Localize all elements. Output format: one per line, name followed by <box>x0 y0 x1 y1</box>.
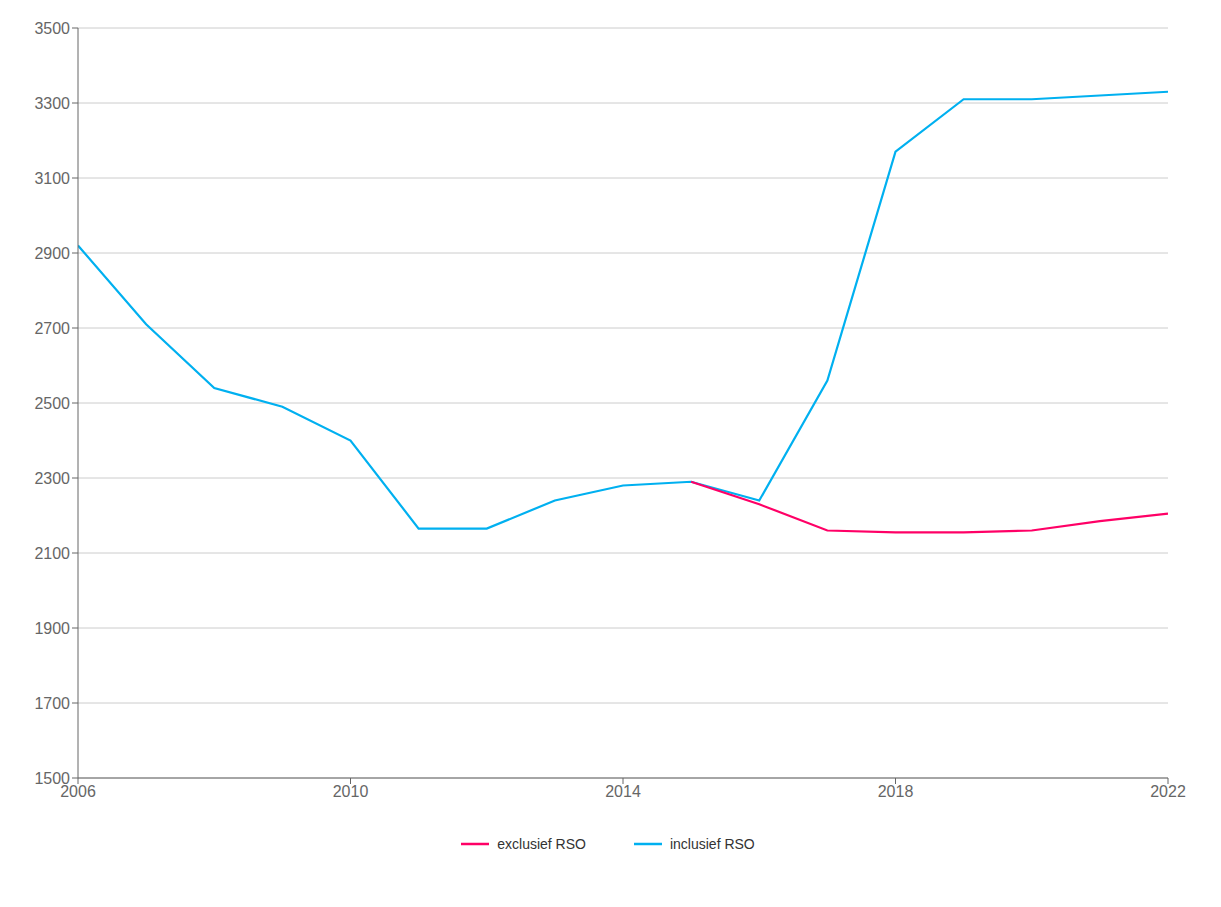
html-text:exclusief RSO: exclusief RSO <box>497 836 586 852</box>
svg-text:2022: 2022 <box>1150 783 1186 800</box>
svg-text:2900: 2900 <box>34 245 70 262</box>
svg-text:2500: 2500 <box>34 395 70 412</box>
svg-text:3300: 3300 <box>34 95 70 112</box>
svg-text:2100: 2100 <box>34 545 70 562</box>
svg-text:2018: 2018 <box>878 783 914 800</box>
svg-text:1500: 1500 <box>34 770 70 787</box>
svg-text:1900: 1900 <box>34 620 70 637</box>
svg-text:3500: 3500 <box>34 20 70 37</box>
svg-text:1700: 1700 <box>34 695 70 712</box>
svg-text:2700: 2700 <box>34 320 70 337</box>
svg-text:2014: 2014 <box>605 783 641 800</box>
svg-text:2010: 2010 <box>333 783 369 800</box>
svg-text:3100: 3100 <box>34 170 70 187</box>
svg-text:2006: 2006 <box>60 783 96 801</box>
svg-text:2300: 2300 <box>34 470 70 487</box>
html-text:inclusief RSO: inclusief RSO <box>669 836 755 852</box>
